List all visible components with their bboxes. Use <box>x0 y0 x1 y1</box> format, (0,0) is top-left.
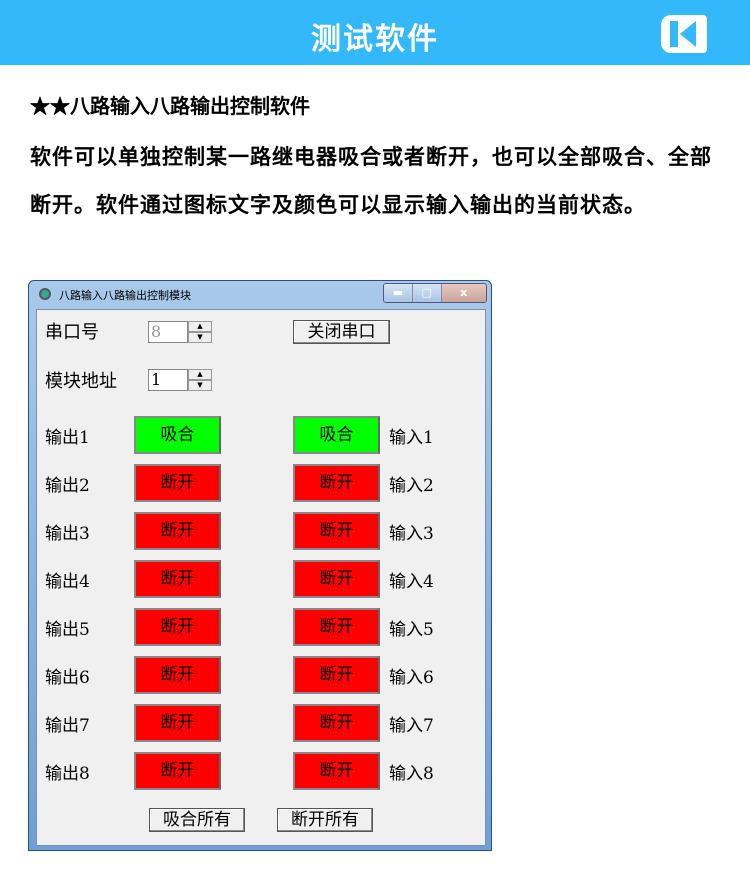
output-relay-button[interactable]: 吸合 <box>134 416 221 454</box>
output-relay-button[interactable]: 断开 <box>134 704 221 742</box>
output-label: 输出5 <box>45 620 90 640</box>
output-relay-button[interactable]: 断开 <box>134 464 221 502</box>
all-off-button[interactable]: 断开所有 <box>277 808 373 832</box>
output-label: 输出4 <box>45 572 90 592</box>
output-label: 输出7 <box>45 716 90 736</box>
k-logo-icon <box>661 15 707 53</box>
output-relay-button[interactable]: 断开 <box>134 752 221 790</box>
input-status-indicator: 断开 <box>293 656 380 694</box>
window-controls: ▬ □ x <box>383 283 487 303</box>
input-label: 输入6 <box>389 668 434 688</box>
description: 软件可以单独控制某一路继电器吸合或者断开，也可以全部吸合、全部断开。软件通过图标… <box>30 144 712 217</box>
input-label: 输入1 <box>389 428 434 448</box>
output-label: 输出8 <box>45 764 90 784</box>
header-banner: 测试软件 <box>0 0 750 65</box>
output-label: 输出3 <box>45 524 90 544</box>
input-label: 输入4 <box>389 572 434 592</box>
maximize-button[interactable]: □ <box>412 284 442 302</box>
input-label: 输入7 <box>389 716 434 736</box>
input-status-indicator: 断开 <box>293 560 380 598</box>
output-label: 输出6 <box>45 668 90 688</box>
window-title: 八路输入八路输出控制模块 <box>59 289 191 302</box>
output-relay-button[interactable]: 断开 <box>134 512 221 550</box>
address-spinner[interactable]: 1 ▲ ▼ <box>148 369 212 391</box>
app-window: 八路输入八路输出控制模块 ▬ □ x 串口号 8 ▲ ▼ 关闭串口 模块地址 1… <box>28 280 492 851</box>
output-relay-button[interactable]: 断开 <box>134 608 221 646</box>
output-label: 输出2 <box>45 476 90 496</box>
output-relay-button[interactable]: 断开 <box>134 560 221 598</box>
input-status-indicator: 断开 <box>293 704 380 742</box>
address-label: 模块地址 <box>45 371 117 392</box>
input-label: 输入8 <box>389 764 434 784</box>
spin-down-icon[interactable]: ▼ <box>188 332 212 343</box>
input-label: 输入2 <box>389 476 434 496</box>
spin-down-icon[interactable]: ▼ <box>188 380 212 391</box>
header-title: 测试软件 <box>311 22 439 57</box>
client-area: 串口号 8 ▲ ▼ 关闭串口 模块地址 1 ▲ ▼ 吸合所有 断开所有 输出1 吸… <box>36 309 486 846</box>
input-status-indicator: 吸合 <box>293 416 380 454</box>
close-button[interactable]: x <box>441 284 486 302</box>
close-port-button[interactable]: 关闭串口 <box>293 320 390 344</box>
input-status-indicator: 断开 <box>293 512 380 550</box>
port-spinner[interactable]: 8 ▲ ▼ <box>148 321 212 343</box>
address-input[interactable]: 1 <box>148 369 188 391</box>
spin-up-icon[interactable]: ▲ <box>188 369 212 380</box>
subtitle: ★★八路输入八路输出控制软件 <box>30 94 310 118</box>
all-on-button[interactable]: 吸合所有 <box>149 808 245 832</box>
port-label: 串口号 <box>45 322 99 343</box>
spin-up-icon[interactable]: ▲ <box>188 321 212 332</box>
input-label: 输入5 <box>389 620 434 640</box>
input-status-indicator: 断开 <box>293 608 380 646</box>
output-label: 输出1 <box>45 428 90 448</box>
input-status-indicator: 断开 <box>293 752 380 790</box>
input-status-indicator: 断开 <box>293 464 380 502</box>
minimize-button[interactable]: ▬ <box>384 284 413 302</box>
input-label: 输入3 <box>389 524 434 544</box>
app-icon <box>39 288 51 300</box>
port-input[interactable]: 8 <box>148 321 188 343</box>
output-relay-button[interactable]: 断开 <box>134 656 221 694</box>
